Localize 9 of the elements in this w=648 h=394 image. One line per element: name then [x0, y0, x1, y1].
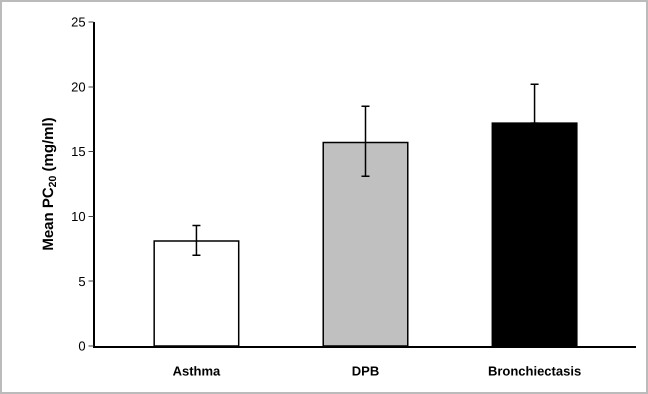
x-tick-label: Bronchiectasis	[488, 363, 582, 378]
y-tick-label: 15	[71, 144, 86, 160]
y-tick-label: 0	[78, 338, 86, 354]
y-tick-label: 20	[71, 79, 86, 94]
y-tick-label: 25	[71, 14, 86, 30]
x-tick-label: Asthma	[172, 363, 222, 378]
x-tick-label: DPB	[352, 363, 380, 378]
y-tick-label: 5	[78, 274, 86, 289]
y-tick-label: 10	[71, 208, 86, 224]
